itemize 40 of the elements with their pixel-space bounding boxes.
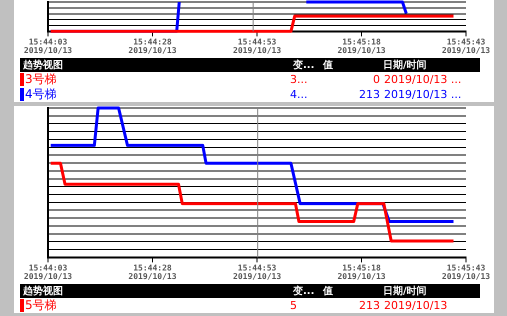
text: 213 [358, 88, 381, 101]
text: 213 [358, 299, 381, 312]
text: 4... [290, 88, 308, 101]
text: 2019/10/13 [232, 272, 282, 282]
text: 2019/10/13 [128, 46, 177, 56]
text: 趋势视图 [22, 58, 64, 72]
text: 2019/10/13 [384, 299, 448, 312]
text: 3... [290, 73, 308, 86]
legend-label: 5号梯 [25, 297, 57, 314]
x-tick-label: 15:45:18 [342, 263, 381, 272]
text: 2019/10/13 [442, 46, 490, 56]
x-tick-label: 15:44:28 [133, 263, 172, 272]
text: 5 [290, 299, 298, 312]
text: 2019/10/13 [337, 272, 386, 282]
text: 0 [372, 73, 381, 86]
x-tick-label: 15:44:53 [238, 37, 277, 46]
x-tick-label: 15:44:03 [28, 37, 68, 46]
x-tick-label: 15:44:03 [28, 263, 68, 272]
text: 趋势视图 [22, 284, 64, 298]
text: 2019/10/13 [442, 272, 490, 282]
x-tick-label: 15:45:43 [446, 37, 486, 46]
text: 日期/时间 [383, 284, 428, 298]
x-tick-label: 15:45:43 [446, 263, 486, 272]
x-tick-label: 15:44:28 [133, 37, 172, 46]
text: 2019/10/13 ... [384, 73, 462, 86]
legend-label: 3号梯 [25, 71, 57, 88]
x-tick-label: 15:44:53 [238, 263, 277, 272]
text: 2019/10/13 [24, 272, 72, 282]
text: 值 [323, 285, 334, 298]
legend-label: 4号梯 [25, 86, 57, 103]
text: 日期/时间 [383, 58, 428, 72]
text: 2019/10/13 ... [384, 88, 462, 101]
text: 2019/10/13 [24, 46, 72, 56]
text: 变... [293, 284, 316, 298]
text: 值 [323, 59, 334, 72]
text: 2019/10/13 [337, 46, 386, 56]
x-tick-label: 15:45:18 [342, 37, 381, 46]
text: 2019/10/13 [128, 272, 177, 282]
text: 变... [293, 58, 316, 72]
text: 2019/10/13 [232, 46, 282, 56]
